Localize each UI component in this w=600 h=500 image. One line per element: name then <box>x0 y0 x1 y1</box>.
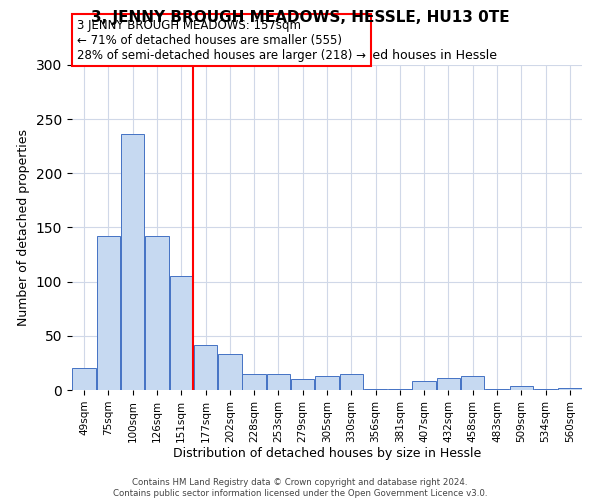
Bar <box>437 378 460 390</box>
Bar <box>509 386 533 390</box>
Bar <box>170 276 193 390</box>
Bar <box>218 354 242 390</box>
Bar <box>73 368 96 390</box>
Bar <box>266 374 290 390</box>
Bar <box>291 379 314 390</box>
Title: Size of property relative to detached houses in Hessle: Size of property relative to detached ho… <box>157 50 497 62</box>
Text: Contains HM Land Registry data © Crown copyright and database right 2024.
Contai: Contains HM Land Registry data © Crown c… <box>113 478 487 498</box>
Bar <box>315 376 339 390</box>
Bar <box>534 389 557 390</box>
Bar <box>364 389 388 390</box>
Y-axis label: Number of detached properties: Number of detached properties <box>17 129 31 326</box>
Bar <box>461 376 484 390</box>
Bar <box>340 374 363 390</box>
Text: 3 JENNY BROUGH MEADOWS: 157sqm
← 71% of detached houses are smaller (555)
28% of: 3 JENNY BROUGH MEADOWS: 157sqm ← 71% of … <box>77 18 366 62</box>
Bar <box>242 374 266 390</box>
Text: 3, JENNY BROUGH MEADOWS, HESSLE, HU13 0TE: 3, JENNY BROUGH MEADOWS, HESSLE, HU13 0T… <box>91 10 509 25</box>
Bar <box>388 389 412 390</box>
Bar <box>194 344 217 390</box>
Bar <box>558 388 581 390</box>
Bar <box>485 389 509 390</box>
Bar <box>121 134 145 390</box>
Bar <box>145 236 169 390</box>
Bar <box>412 382 436 390</box>
Bar <box>97 236 120 390</box>
X-axis label: Distribution of detached houses by size in Hessle: Distribution of detached houses by size … <box>173 448 481 460</box>
